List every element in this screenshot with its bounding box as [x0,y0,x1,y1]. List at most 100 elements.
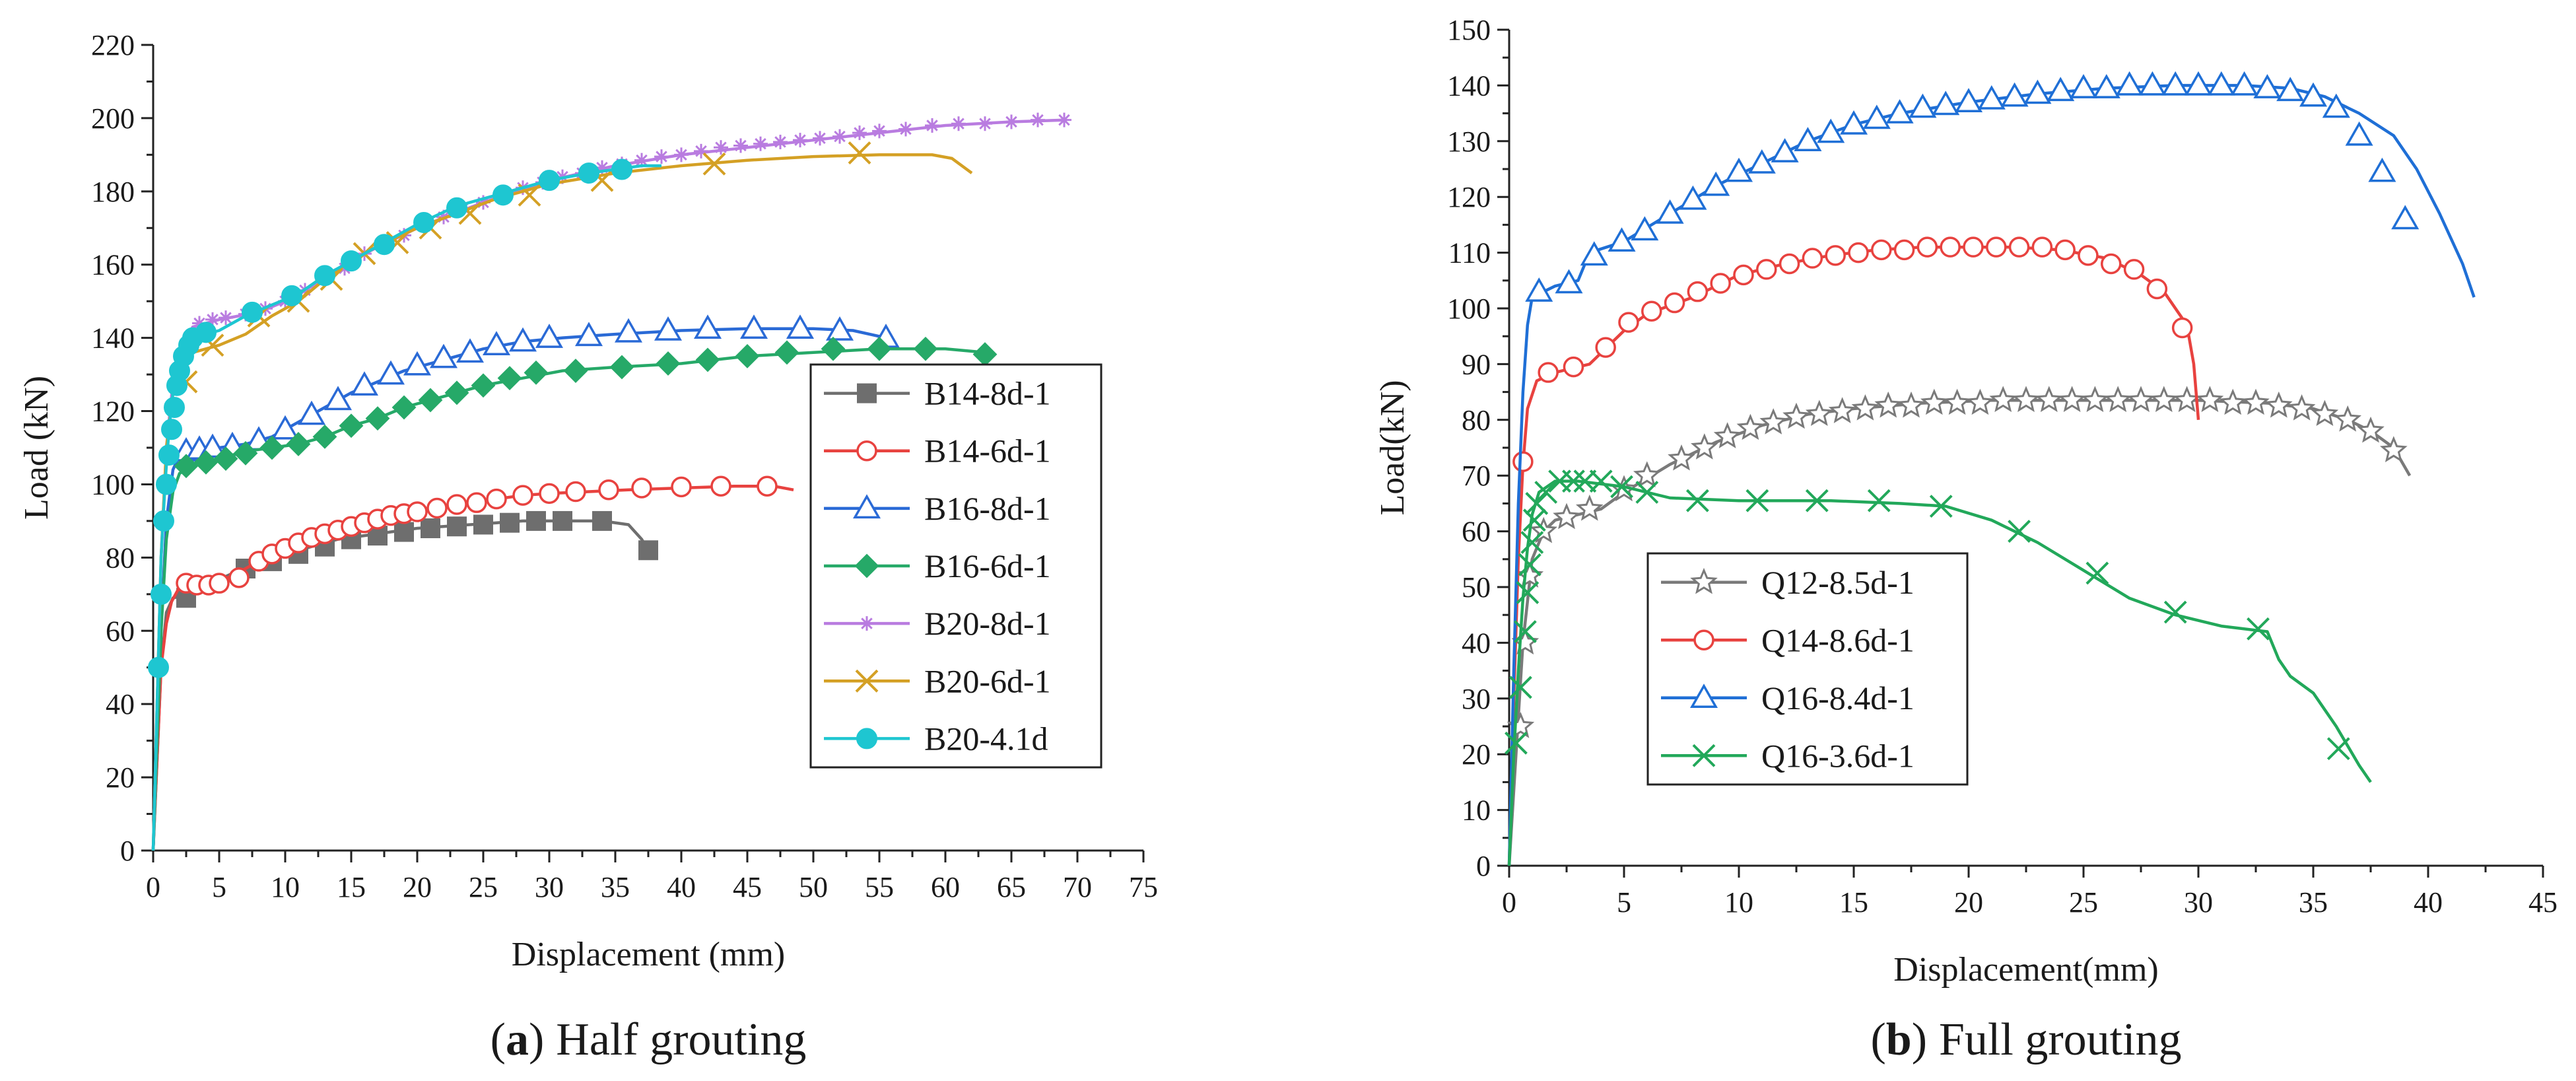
data-point-marker [174,454,199,479]
data-point-marker [482,331,511,355]
series-B16-8d-1 [151,314,900,851]
x-tick-label: 0 [146,871,160,903]
data-point-marker [951,116,966,131]
data-point-marker [228,567,250,588]
data-point-marker [1771,138,1799,162]
data-point-marker [1805,489,1829,512]
data-point-marker [1724,157,1753,182]
data-point-marker [1756,259,1777,280]
data-point-marker [578,162,599,184]
data-point-marker [2085,561,2109,585]
data-point-marker [654,149,669,164]
data-point-marker [598,479,619,501]
data-point-marker [867,336,892,361]
data-point-marker [2054,239,2076,261]
data-point-marker [1817,118,1845,143]
data-point-marker [2230,71,2258,96]
data-point-marker [925,118,939,133]
y-tick-label: 140 [91,322,135,355]
data-point-marker [1871,239,1892,261]
data-point-marker [1702,171,1730,196]
data-point-marker [609,355,634,380]
data-point-marker [2357,416,2385,443]
x-tick-label: 30 [535,871,564,903]
legend-marker [856,728,877,750]
data-point-marker [473,514,493,535]
data-point-marker [444,380,469,405]
series-Q16-3.6d-1 [1505,470,2372,866]
data-point-marker [614,318,643,343]
caption-paren-close: ) [1912,1014,1927,1065]
data-point-marker [403,351,432,376]
data-point-marker [972,342,998,367]
data-point-marker [1057,112,1071,127]
data-point-marker [350,371,379,396]
x-tick-label: 10 [1724,886,1753,919]
data-point-marker [2326,737,2350,761]
chart-panel-b: 0 5 10 15 20 25 30 35 40 45 0 10 20 30 40 50 60 70 80 90 100… [1374,14,2558,1065]
data-point-marker [1635,481,1659,504]
data-point-marker [1782,402,1810,429]
data-point-marker [2242,388,2270,415]
data-point-marker [1520,531,1544,554]
data-point-marker [2047,77,2075,102]
data-point-marker [757,475,778,497]
data-point-marker [1555,269,1583,294]
data-point-marker [1746,489,1769,512]
data-point-marker [1966,388,1994,415]
data-point-marker [2322,93,2350,118]
series-B14-6d-1 [151,475,794,851]
y-tick-label: 120 [1447,181,1491,213]
y-tick-label: 100 [91,468,135,501]
data-point-marker [1733,264,1754,286]
data-point-marker [497,366,522,391]
data-point-marker [753,136,768,151]
x-tick-label: 25 [2069,886,2098,919]
series-Q14-8.6d-1 [1507,236,2200,866]
data-point-marker [2104,386,2132,412]
x-tick-label: 45 [2528,886,2558,919]
data-point-marker [1759,408,1788,435]
data-point-marker [2146,278,2168,300]
data-point-marker [1977,85,2006,110]
data-point-marker [2115,71,2144,96]
data-point-marker [832,129,847,144]
data-point-marker [1885,99,1914,123]
y-tick-label: 160 [91,249,135,281]
data-point-marker [374,234,395,256]
legend-box [1646,552,1969,786]
data-point-marker [2092,74,2120,98]
x-tick-label: 20 [1954,886,1983,919]
data-point-marker [1779,253,1800,275]
data-point-marker [391,395,417,420]
data-point-marker [2138,71,2167,96]
data-point-marker [1538,362,1559,383]
y-tick-label: 40 [106,688,135,720]
x-tick-label: 15 [337,871,366,903]
data-point-marker [786,314,815,339]
data-point-marker [286,432,311,456]
data-point-marker [413,211,434,233]
data-point-marker [492,184,514,206]
legend-marker [1692,744,1716,767]
data-point-marker [2081,386,2109,412]
data-point-marker [1940,236,1961,258]
data-point-marker [656,351,681,376]
caption-paren-close: ) [529,1014,544,1065]
data-point-marker [271,415,300,440]
data-point-marker [2008,236,2030,258]
data-point-marker [1608,227,1636,252]
data-point-marker [2012,386,2040,412]
legend-label: B14-8d-1 [924,375,1051,412]
data-point-marker [456,338,485,363]
data-point-marker [471,373,496,398]
data-point-marker [1679,185,1707,210]
legend-label: B14-6d-1 [924,433,1051,470]
data-point-marker [1691,433,1718,460]
x-tick-label: 70 [1063,871,1092,903]
y-tick-label: 130 [1447,125,1491,158]
data-point-marker [1874,391,1902,418]
data-point-marker [524,360,549,385]
data-point-marker [153,510,174,532]
data-point-marker [1633,461,1661,487]
